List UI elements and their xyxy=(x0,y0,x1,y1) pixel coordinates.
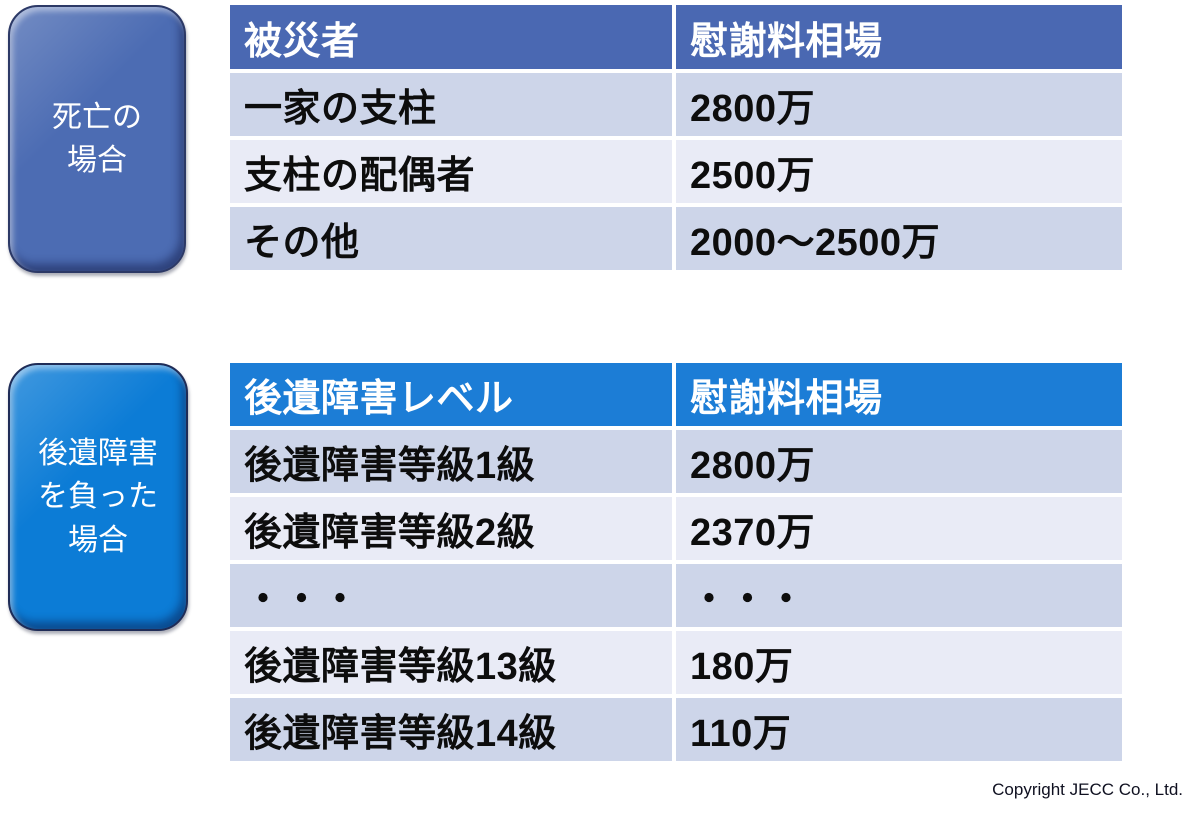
death-case-badge: 死亡の 場合 xyxy=(8,5,186,273)
disability-case-badge-line: を負った xyxy=(38,480,158,514)
table-header-disability-level: 後遺障害レベル xyxy=(230,363,672,426)
table-header-compensation: 慰謝料相場 xyxy=(676,363,1122,426)
table-cell-amount: 180万 xyxy=(676,631,1122,694)
table-cell-grade: 後遺障害等級14級 xyxy=(230,698,672,761)
death-compensation-table: 被災者 慰謝料相場 一家の支柱 2800万 支柱の配偶者 2500万 その他 2… xyxy=(230,5,1122,270)
table-cell-amount: 2800万 xyxy=(676,73,1122,136)
table-cell-ellipsis: ・・・ xyxy=(676,564,1122,627)
table-cell-ellipsis: ・・・ xyxy=(230,564,672,627)
table-cell-grade: 後遺障害等級2級 xyxy=(230,497,672,560)
table-cell-amount: 2800万 xyxy=(676,430,1122,493)
disability-case-badge-line: 後遺障害 xyxy=(38,436,158,470)
table-cell-amount: 2000～2500万 xyxy=(676,207,1122,270)
disability-case-badge-line: 場合 xyxy=(68,523,128,557)
table-cell-grade: 後遺障害等級1級 xyxy=(230,430,672,493)
table-cell-category: 支柱の配偶者 xyxy=(230,140,672,203)
table-cell-amount: 110万 xyxy=(676,698,1122,761)
table-cell-amount: 2370万 xyxy=(676,497,1122,560)
table-cell-category: その他 xyxy=(230,207,672,270)
table-header-compensation: 慰謝料相場 xyxy=(676,5,1122,69)
death-case-badge-line: 場合 xyxy=(67,144,127,177)
disability-case-badge: 後遺障害 を負った 場合 xyxy=(8,363,188,631)
table-cell-grade: 後遺障害等級13級 xyxy=(230,631,672,694)
table-header-victim: 被災者 xyxy=(230,5,672,69)
table-cell-amount: 2500万 xyxy=(676,140,1122,203)
table-cell-category: 一家の支柱 xyxy=(230,73,672,136)
death-case-badge-line: 死亡の xyxy=(52,100,142,134)
copyright-text: Copyright JECC Co., Ltd. xyxy=(992,780,1183,799)
disability-compensation-table: 後遺障害レベル 慰謝料相場 後遺障害等級1級 2800万 後遺障害等級2級 23… xyxy=(230,363,1122,761)
